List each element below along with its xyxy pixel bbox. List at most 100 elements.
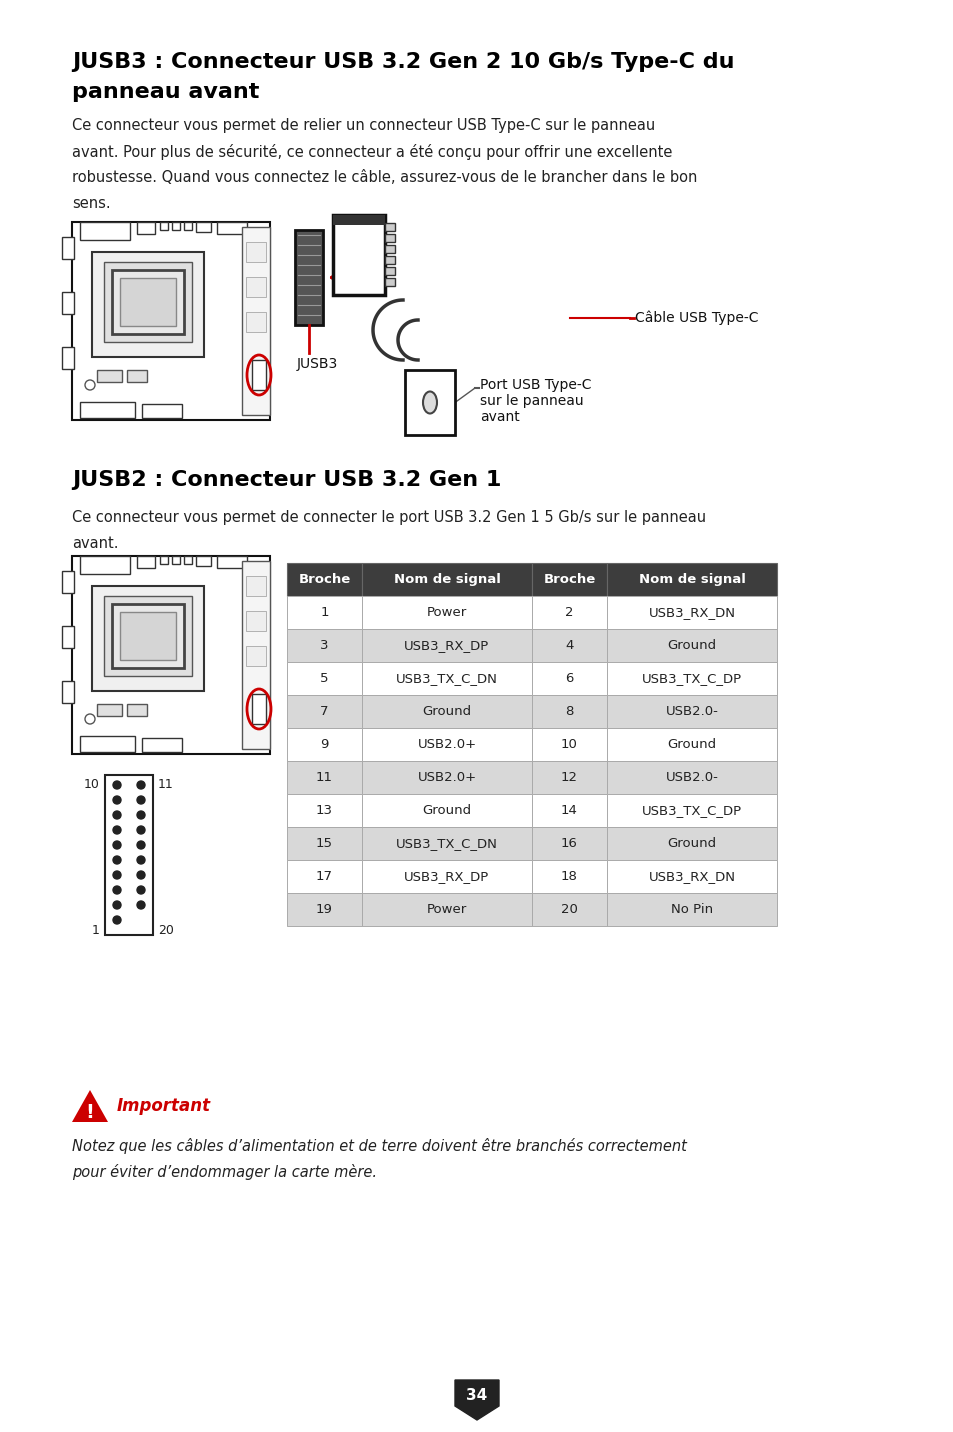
Text: USB2.0-: USB2.0-	[665, 705, 718, 717]
Text: Port USB Type-C: Port USB Type-C	[479, 378, 591, 392]
Text: Câble USB Type-C: Câble USB Type-C	[635, 311, 758, 325]
Bar	[62, 682, 74, 703]
Bar	[142, 737, 182, 752]
Circle shape	[112, 916, 121, 924]
Bar	[246, 611, 266, 632]
Bar	[385, 266, 395, 275]
Bar	[287, 793, 361, 828]
Bar	[532, 629, 606, 662]
Text: 2: 2	[565, 606, 573, 619]
Text: 11: 11	[315, 770, 333, 783]
Text: USB2.0+: USB2.0+	[417, 737, 476, 750]
Polygon shape	[455, 1380, 498, 1421]
Bar	[246, 242, 266, 262]
Bar	[333, 215, 385, 225]
Bar	[606, 629, 776, 662]
Text: 5: 5	[320, 672, 329, 684]
Bar	[606, 894, 776, 927]
Bar	[97, 705, 122, 716]
Bar	[195, 222, 211, 232]
Bar	[606, 662, 776, 695]
Text: Ground: Ground	[667, 639, 716, 652]
Text: USB3_RX_DP: USB3_RX_DP	[404, 639, 489, 652]
Bar	[532, 727, 606, 760]
Text: Broche: Broche	[543, 573, 595, 586]
Text: Ce connecteur vous permet de relier un connecteur USB Type-C sur le panneau: Ce connecteur vous permet de relier un c…	[71, 117, 655, 133]
Bar	[385, 233, 395, 242]
Text: Notez que les câbles d’alimentation et de terre doivent être branchés correcteme: Notez que les câbles d’alimentation et d…	[71, 1138, 686, 1154]
Text: 9: 9	[320, 737, 329, 750]
Bar	[246, 312, 266, 332]
Circle shape	[112, 780, 121, 789]
Bar	[80, 736, 135, 752]
Circle shape	[137, 780, 145, 789]
Text: panneau avant: panneau avant	[71, 82, 259, 102]
Text: Ground: Ground	[422, 705, 471, 717]
Bar	[142, 404, 182, 418]
Text: 10: 10	[560, 737, 578, 750]
Text: 20: 20	[560, 904, 578, 916]
Bar	[252, 359, 266, 390]
Bar	[62, 571, 74, 593]
Circle shape	[137, 811, 145, 819]
Text: USB3_RX_DP: USB3_RX_DP	[404, 871, 489, 884]
Bar	[195, 556, 211, 566]
Circle shape	[137, 841, 145, 849]
Bar	[532, 861, 606, 894]
Bar	[62, 347, 74, 369]
Circle shape	[137, 871, 145, 879]
Bar	[172, 556, 180, 564]
Text: 4: 4	[565, 639, 573, 652]
Bar	[104, 262, 192, 342]
Bar	[62, 238, 74, 259]
Circle shape	[112, 811, 121, 819]
Bar	[80, 222, 130, 241]
Text: 17: 17	[315, 871, 333, 884]
Bar	[104, 596, 192, 676]
Text: pour éviter d’endommager la carte mère.: pour éviter d’endommager la carte mère.	[71, 1164, 376, 1180]
Bar	[137, 556, 154, 569]
Circle shape	[112, 856, 121, 863]
Bar	[287, 760, 361, 793]
Bar	[287, 596, 361, 629]
Bar	[252, 695, 266, 725]
Text: Ce connecteur vous permet de connecter le port USB 3.2 Gen 1 5 Gb/s sur le panne: Ce connecteur vous permet de connecter l…	[71, 510, 705, 526]
Text: USB3_TX_C_DP: USB3_TX_C_DP	[641, 803, 741, 818]
Bar	[606, 695, 776, 727]
Text: robustesse. Quand vous connectez le câble, assurez-vous de le brancher dans le b: robustesse. Quand vous connectez le câbl…	[71, 170, 697, 185]
Bar	[361, 662, 532, 695]
Bar	[361, 828, 532, 861]
Text: 14: 14	[560, 803, 578, 818]
Bar	[287, 695, 361, 727]
Circle shape	[112, 826, 121, 833]
Bar	[120, 278, 175, 326]
Bar	[287, 828, 361, 861]
Bar	[385, 223, 395, 231]
Circle shape	[137, 796, 145, 803]
Text: Power: Power	[426, 606, 467, 619]
Bar	[606, 828, 776, 861]
Text: 18: 18	[560, 871, 578, 884]
Text: sens.: sens.	[71, 196, 111, 211]
Bar	[105, 775, 152, 935]
Circle shape	[112, 886, 121, 894]
Bar	[137, 222, 154, 233]
Bar	[184, 556, 192, 564]
Bar	[361, 894, 532, 927]
Circle shape	[112, 841, 121, 849]
Text: USB3_TX_C_DP: USB3_TX_C_DP	[641, 672, 741, 684]
Bar	[216, 222, 247, 233]
Bar	[361, 695, 532, 727]
Text: Important: Important	[117, 1097, 211, 1116]
Text: USB3_RX_DN: USB3_RX_DN	[648, 606, 735, 619]
Text: 11: 11	[158, 779, 173, 792]
Text: 12: 12	[560, 770, 578, 783]
Text: 34: 34	[466, 1389, 487, 1403]
Bar	[532, 894, 606, 927]
Bar	[532, 793, 606, 828]
Bar	[606, 563, 776, 596]
Bar	[385, 278, 395, 286]
Bar	[361, 793, 532, 828]
Bar	[287, 662, 361, 695]
Bar	[91, 586, 204, 692]
